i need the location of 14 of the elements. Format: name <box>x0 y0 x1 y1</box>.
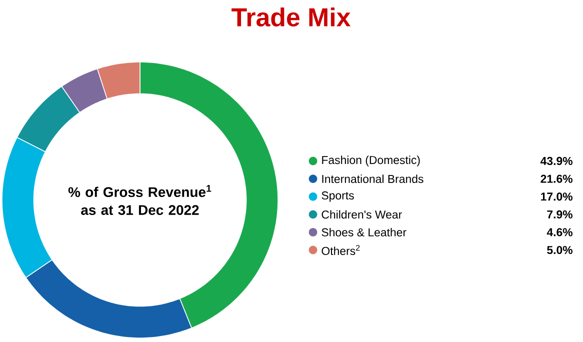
legend-label: International Brands <box>322 174 424 184</box>
data-label: 4.6% <box>546 228 572 236</box>
data-label: 7.9% <box>547 210 572 218</box>
data-label: 43.9% <box>540 156 572 166</box>
data-label: 5.0% <box>547 246 572 254</box>
legend-label: Shoes & Leather <box>322 228 406 236</box>
data-label: 17.0% <box>541 192 572 201</box>
legend-label: Children's Wear <box>322 210 402 219</box>
legend-label: Others$^{2}$ <box>322 244 360 256</box>
legend-label: Fashion (Domestic) <box>322 156 420 166</box>
chart-title: Trade Mix <box>232 7 351 27</box>
data-label: 21.6% <box>540 174 572 183</box>
legend-label: Sports <box>322 191 354 202</box>
text: % of Gross Revenue$^{1}$ as at 31 Dec 2022 <box>68 184 212 216</box>
